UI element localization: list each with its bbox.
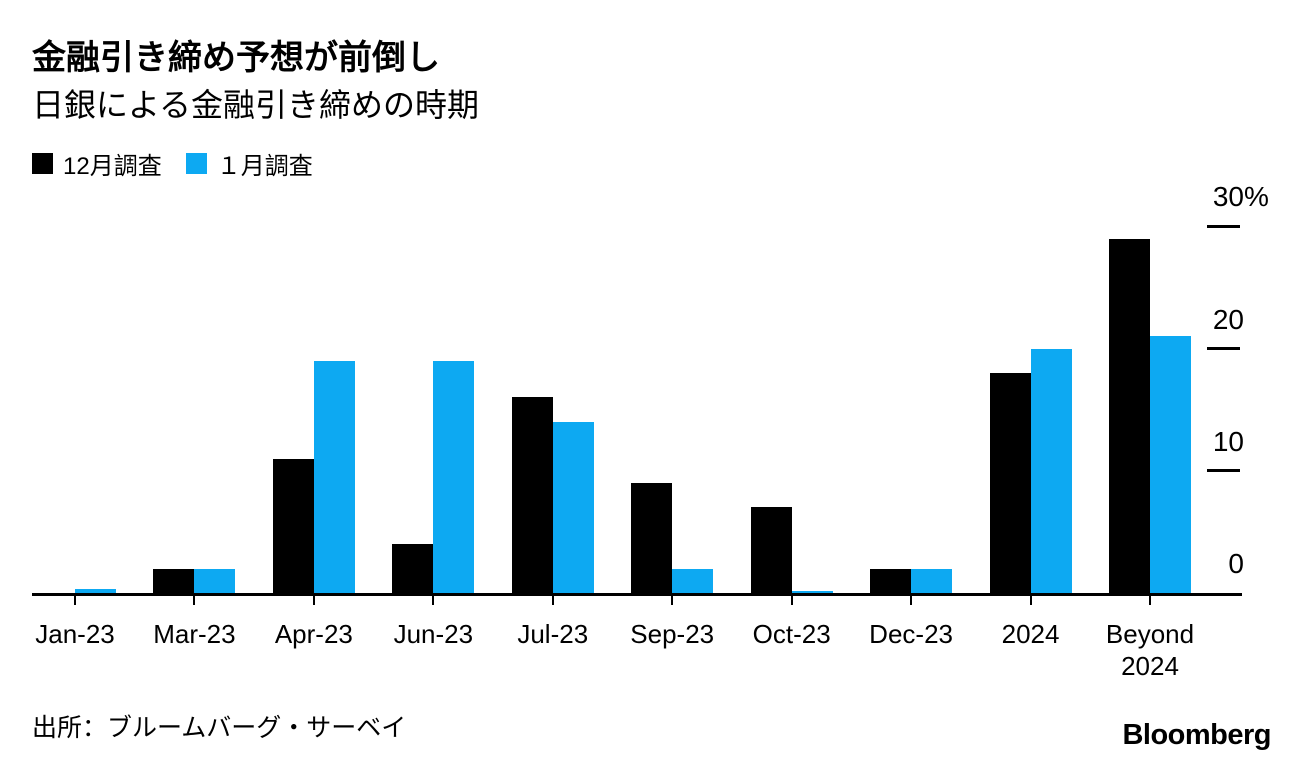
legend: 12月調査 １月調査 [32, 146, 313, 181]
chart-title: 金融引き締め予想が前倒し [32, 39, 440, 77]
bar-series1-2024 [989, 373, 1031, 593]
bar-series1-jun-23 [392, 544, 434, 593]
bar-series2-mar-23 [194, 569, 236, 593]
source-note: 出所：ブルームバーグ・サーベイ [32, 714, 407, 742]
x-tick [1148, 593, 1151, 605]
bar-series1-apr-23 [272, 459, 314, 593]
legend-label: 12月調査 [63, 153, 162, 180]
bar-series2-oct-23 [791, 591, 833, 593]
y-axis-label-value: 30 [1212, 181, 1244, 213]
y-axis-label-value: 0 [1228, 548, 1244, 579]
y-axis-tick [1207, 469, 1240, 473]
x-axis-label: Mar-23 [153, 619, 236, 649]
x-axis-label: Beyond 2024 [1105, 619, 1195, 681]
x-tick [74, 593, 76, 605]
bar-series1-jul-23 [511, 397, 553, 593]
chart-subtitle: 日銀による金融引き締めの時期 [32, 87, 480, 123]
x-tick [193, 593, 196, 605]
y-axis-label: 0 [1204, 550, 1244, 578]
bar-series1-mar-23 [153, 569, 195, 593]
bloomberg-logo: Bloomberg [1122, 719, 1271, 751]
bar-series2-2024 [1030, 349, 1072, 593]
legend-swatch-icon [32, 153, 53, 174]
legend-item: １月調査 [185, 146, 313, 181]
x-axis-label: Jun-23 [393, 619, 474, 649]
bar-series2-beyond-2024 [1149, 336, 1191, 593]
x-axis-label: Jul-23 [517, 619, 589, 649]
y-axis-label-value: 10 [1212, 425, 1244, 457]
y-axis-label: 30% [1204, 183, 1269, 211]
x-axis-label: Jan-23 [35, 619, 115, 649]
bar-series1-dec-23 [870, 569, 912, 593]
y-axis-label: 20 [1204, 303, 1244, 335]
legend-swatch-icon [185, 153, 207, 174]
y-axis-label: 10 [1204, 425, 1244, 457]
x-tick [1029, 593, 1032, 605]
x-tick [432, 593, 435, 605]
x-tick [551, 593, 554, 605]
bar-series2-sep-23 [672, 569, 714, 593]
x-axis-label: Dec-23 [869, 619, 953, 649]
bar-series2-jan-23 [75, 589, 116, 593]
x-tick [790, 593, 793, 605]
bar-series2-jun-23 [433, 361, 475, 593]
x-axis-label: Apr-23 [274, 619, 353, 649]
x-tick [312, 593, 315, 605]
bar-series2-jul-23 [552, 422, 594, 593]
bar-series1-beyond-2024 [1108, 239, 1150, 593]
bar-series2-dec-23 [911, 569, 953, 593]
y-axis-label-value: 20 [1212, 303, 1244, 335]
bar-series1-sep-23 [631, 483, 673, 593]
y-axis-tick [1207, 224, 1240, 228]
x-axis-label: 2024 [1001, 619, 1060, 649]
y-axis-unit: % [1244, 181, 1269, 213]
x-tick [671, 593, 674, 605]
x-axis-label: Oct-23 [752, 619, 831, 649]
bar-series2-apr-23 [313, 361, 355, 593]
legend-item: 12月調査 [32, 146, 162, 181]
x-axis-label: Sep-23 [630, 619, 715, 649]
legend-label: １月調査 [216, 153, 313, 180]
bar-chart-plot-area: Jan-23 Mar-23 Apr-23 Jun-23 Jul-23 Sep-23 Oct-… [32, 183, 1269, 681]
y-axis-tick [1207, 347, 1240, 351]
bar-series1-oct-23 [750, 507, 792, 593]
x-tick [910, 593, 913, 605]
